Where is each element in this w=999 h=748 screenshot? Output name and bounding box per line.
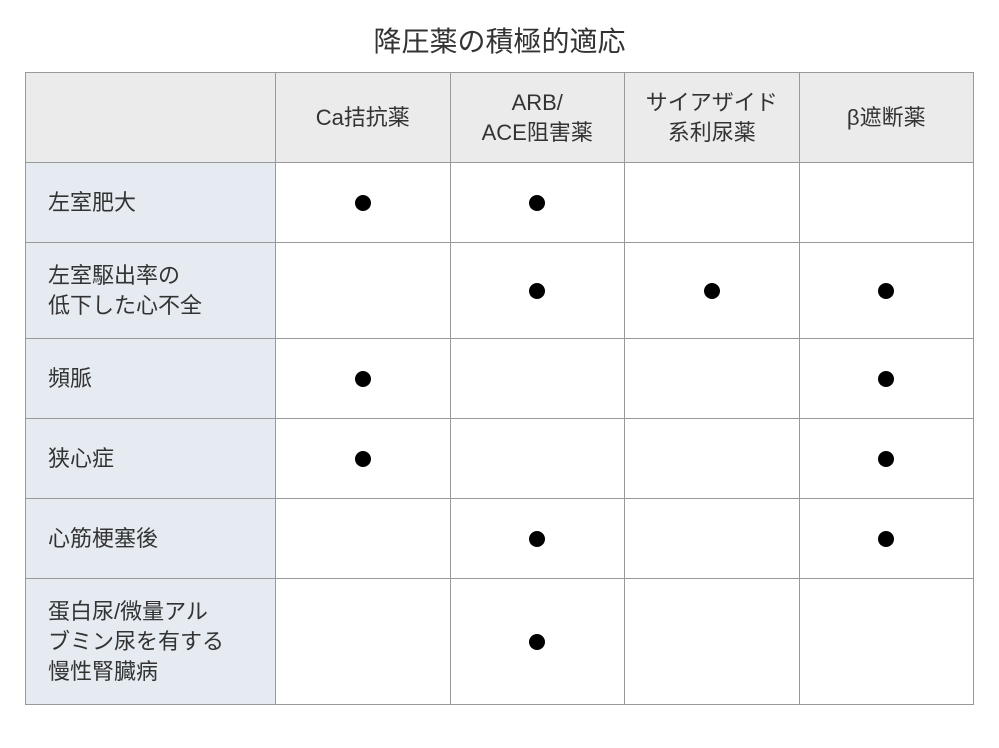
mark-dot — [704, 283, 720, 299]
cell-4-1 — [450, 499, 625, 579]
column-header-3: β遮断薬 — [799, 73, 974, 163]
row-label-4: 心筋梗塞後 — [26, 499, 276, 579]
header-row: Ca拮抗薬ARB/ACE阻害薬サイアザイド系利尿薬β遮断薬 — [26, 73, 974, 163]
cell-5-1 — [450, 579, 625, 705]
page-title: 降圧薬の積極的適応 — [25, 20, 974, 60]
cell-3-2 — [625, 419, 800, 499]
mark-dot — [355, 451, 371, 467]
header-blank — [26, 73, 276, 163]
cell-1-1 — [450, 243, 625, 339]
cell-3-3 — [799, 419, 974, 499]
cell-1-0 — [276, 243, 451, 339]
table-row: 左室肥大 — [26, 163, 974, 243]
mark-dot — [878, 371, 894, 387]
row-label-0: 左室肥大 — [26, 163, 276, 243]
mark-dot — [529, 283, 545, 299]
table-row: 左室駆出率の低下した心不全 — [26, 243, 974, 339]
cell-2-3 — [799, 339, 974, 419]
table-row: 心筋梗塞後 — [26, 499, 974, 579]
cell-0-0 — [276, 163, 451, 243]
mark-dot — [529, 195, 545, 211]
cell-3-0 — [276, 419, 451, 499]
mark-dot — [355, 371, 371, 387]
cell-1-3 — [799, 243, 974, 339]
column-header-0: Ca拮抗薬 — [276, 73, 451, 163]
cell-0-2 — [625, 163, 800, 243]
cell-3-1 — [450, 419, 625, 499]
cell-4-0 — [276, 499, 451, 579]
table-row: 狭心症 — [26, 419, 974, 499]
row-label-5: 蛋白尿/微量アルブミン尿を有する慢性腎臓病 — [26, 579, 276, 705]
row-label-2: 頻脈 — [26, 339, 276, 419]
cell-2-2 — [625, 339, 800, 419]
indications-table: Ca拮抗薬ARB/ACE阻害薬サイアザイド系利尿薬β遮断薬 左室肥大左室駆出率の… — [25, 72, 974, 705]
cell-1-2 — [625, 243, 800, 339]
row-label-3: 狭心症 — [26, 419, 276, 499]
mark-dot — [355, 195, 371, 211]
row-label-1: 左室駆出率の低下した心不全 — [26, 243, 276, 339]
cell-2-1 — [450, 339, 625, 419]
column-header-2: サイアザイド系利尿薬 — [625, 73, 800, 163]
mark-dot — [529, 634, 545, 650]
cell-0-3 — [799, 163, 974, 243]
cell-2-0 — [276, 339, 451, 419]
cell-5-0 — [276, 579, 451, 705]
table-row: 蛋白尿/微量アルブミン尿を有する慢性腎臓病 — [26, 579, 974, 705]
table-row: 頻脈 — [26, 339, 974, 419]
mark-dot — [878, 283, 894, 299]
table-body: 左室肥大左室駆出率の低下した心不全頻脈狭心症心筋梗塞後蛋白尿/微量アルブミン尿を… — [26, 163, 974, 705]
mark-dot — [878, 531, 894, 547]
cell-5-2 — [625, 579, 800, 705]
cell-0-1 — [450, 163, 625, 243]
cell-5-3 — [799, 579, 974, 705]
mark-dot — [878, 451, 894, 467]
cell-4-2 — [625, 499, 800, 579]
column-header-1: ARB/ACE阻害薬 — [450, 73, 625, 163]
mark-dot — [529, 531, 545, 547]
cell-4-3 — [799, 499, 974, 579]
